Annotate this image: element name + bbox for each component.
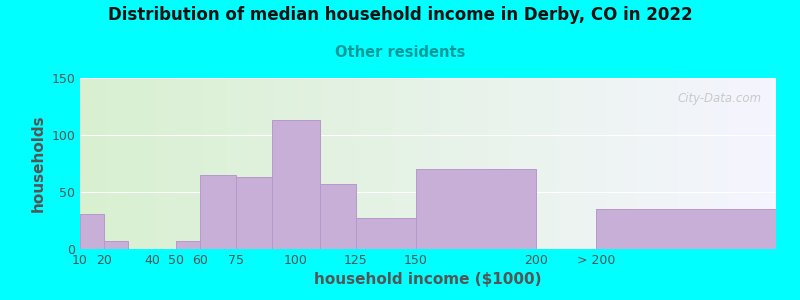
Bar bbox=[416, 169, 536, 249]
Bar bbox=[320, 184, 356, 249]
Y-axis label: households: households bbox=[30, 115, 46, 212]
Bar bbox=[104, 241, 128, 249]
Bar bbox=[236, 177, 272, 249]
Text: City-Data.com: City-Data.com bbox=[678, 92, 762, 105]
Bar bbox=[80, 214, 104, 249]
Bar bbox=[200, 175, 236, 249]
Bar bbox=[596, 209, 776, 249]
Bar bbox=[176, 241, 200, 249]
X-axis label: household income ($1000): household income ($1000) bbox=[314, 272, 542, 287]
Bar bbox=[272, 120, 320, 249]
Text: Distribution of median household income in Derby, CO in 2022: Distribution of median household income … bbox=[108, 6, 692, 24]
Bar bbox=[356, 218, 416, 249]
Text: Other residents: Other residents bbox=[335, 45, 465, 60]
